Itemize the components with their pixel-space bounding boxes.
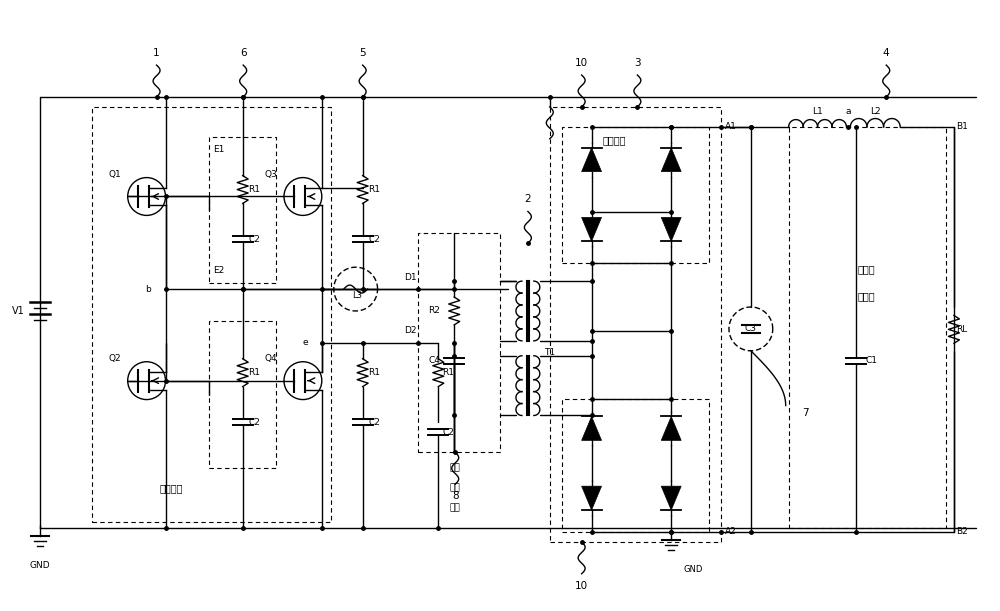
Text: D1: D1 [404,273,416,282]
Text: Q4: Q4 [265,354,277,364]
Bar [418,233,500,452]
Text: 1: 1 [153,48,160,58]
Text: C3: C3 [745,324,757,334]
Text: b: b [145,285,151,293]
Text: C1: C1 [865,356,877,365]
Text: 10: 10 [575,580,588,591]
Text: 8: 8 [452,491,459,501]
Text: 2: 2 [525,194,531,205]
Polygon shape [661,486,681,510]
Text: L3: L3 [352,291,362,299]
Text: B2: B2 [956,527,968,536]
Polygon shape [582,486,602,510]
Text: Q3: Q3 [265,170,277,179]
Text: R1: R1 [442,368,454,377]
Text: E2: E2 [213,266,225,275]
Bar [789,127,946,528]
Text: R1: R1 [369,368,381,377]
Text: C2: C2 [249,235,261,244]
Text: Q1: Q1 [108,170,121,179]
Text: GND: GND [30,562,50,570]
Text: E1: E1 [213,145,225,154]
Text: 逆变电路: 逆变电路 [160,483,183,493]
Text: A2: A2 [725,527,737,536]
Text: e: e [302,338,308,347]
Text: Q2: Q2 [108,354,121,364]
Polygon shape [582,148,602,172]
Polygon shape [661,148,681,172]
Text: 调节: 调节 [450,484,461,492]
Text: L1: L1 [812,108,823,116]
Text: 3: 3 [634,58,641,68]
Bar [562,398,709,532]
Text: 10: 10 [575,58,588,68]
Text: 节电路: 节电路 [858,291,875,301]
Text: C2: C2 [369,418,381,427]
Text: R2: R2 [428,307,440,315]
Polygon shape [661,218,681,241]
Bar [209,137,276,283]
Text: C2: C2 [369,235,381,244]
Text: 6: 6 [240,48,246,58]
Text: V1: V1 [12,306,25,316]
Text: 4: 4 [883,48,890,58]
Text: a: a [846,108,851,116]
Polygon shape [582,218,602,241]
Polygon shape [582,417,602,441]
Text: 变压: 变压 [450,464,461,473]
Text: 整流电路: 整流电路 [603,135,626,145]
Text: RL: RL [956,325,968,334]
Text: C2: C2 [249,418,261,427]
Text: 电路: 电路 [450,503,461,513]
Bar [92,107,331,522]
Text: R1: R1 [249,185,261,194]
Text: C2: C2 [442,428,454,437]
Text: 负载调: 负载调 [858,264,875,274]
Text: D2: D2 [404,326,416,335]
Text: B1: B1 [956,122,968,131]
Text: 5: 5 [359,48,366,58]
Text: 7: 7 [802,408,809,417]
Text: A1: A1 [725,122,737,131]
Bar [209,321,276,468]
Bar [562,127,709,263]
Text: C4: C4 [428,356,440,365]
Text: GND: GND [683,565,703,574]
Text: R1: R1 [249,368,261,377]
Text: T1: T1 [544,348,555,357]
Text: R1: R1 [369,185,381,194]
Text: L2: L2 [870,108,881,116]
Bar [550,107,721,542]
Polygon shape [661,417,681,441]
